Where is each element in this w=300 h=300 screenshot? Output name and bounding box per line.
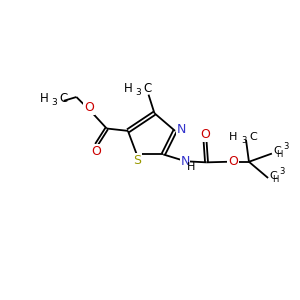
Text: C: C: [273, 146, 281, 156]
Text: H: H: [40, 92, 49, 105]
Text: C: C: [60, 92, 68, 105]
Text: C: C: [143, 82, 152, 95]
Text: N: N: [177, 123, 186, 136]
Text: 3: 3: [51, 98, 57, 107]
Text: 3: 3: [241, 136, 246, 145]
Text: O: O: [91, 145, 101, 158]
Text: H: H: [187, 162, 195, 172]
Text: O: O: [200, 128, 210, 141]
Text: C: C: [269, 171, 277, 181]
Text: C: C: [249, 132, 257, 142]
Text: 3: 3: [279, 167, 285, 176]
Text: 3: 3: [283, 142, 289, 151]
Text: N: N: [180, 155, 190, 168]
Text: H: H: [272, 175, 278, 184]
Text: H: H: [276, 150, 282, 159]
Text: H: H: [124, 82, 133, 95]
Text: 3: 3: [135, 88, 141, 97]
Text: S: S: [133, 154, 141, 167]
Text: H: H: [230, 132, 238, 142]
Text: O: O: [228, 155, 238, 168]
Text: O: O: [84, 101, 94, 114]
